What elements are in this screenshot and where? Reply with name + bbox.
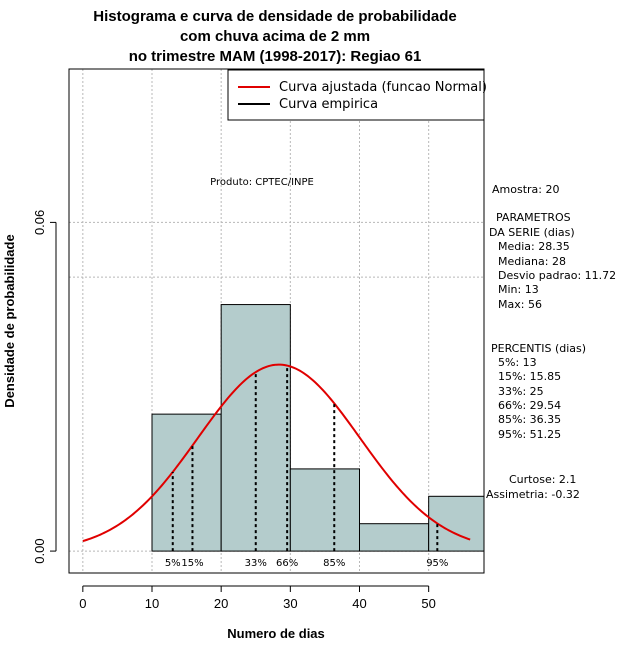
normal-curve-layer (82, 363, 471, 543)
percentile-lines: 5% 15% 33% 66% 85% 95% (165, 365, 448, 569)
x-tick-label: 20 (214, 596, 228, 611)
stat-max: Max: 56 (498, 298, 542, 311)
x-tick-label: 10 (145, 596, 159, 611)
stat-desvio: Desvio padrao: 11.72 (498, 269, 616, 282)
normal-curve (82, 363, 471, 543)
histogram-bar (220, 304, 291, 552)
stat-curtose: Curtose: 2.1 (509, 473, 576, 486)
y-axis: 0.00 0.06 (32, 210, 57, 564)
histogram-bar (289, 468, 361, 552)
legend-label-empirical: Curva empirica (279, 97, 378, 112)
stat-perc-header: PERCENTIS (dias) (491, 342, 586, 355)
y-axis-label: Densidade de probabilidade (2, 234, 17, 407)
plot-frame (68, 68, 485, 574)
stats-panel: Amostra: 20 PARAMETROS DA SERIE (dias) M… (486, 183, 616, 501)
stat-p66: 66%: 29.54 (498, 399, 561, 412)
percentile-label: 15% (181, 558, 203, 569)
percentile-label: 5% (165, 558, 181, 569)
percentile-label: 85% (323, 558, 345, 569)
percentile-label: 95% (426, 558, 448, 569)
percentile-label: 33% (245, 558, 267, 569)
chart-title-line-2: com chuva acima de 2 mm (180, 28, 370, 45)
x-tick-label: 30 (283, 596, 297, 611)
x-tick-label: 40 (352, 596, 366, 611)
legend-label-normal: Curva ajustada (funcao Normal) (279, 80, 487, 95)
legend-box (227, 69, 485, 121)
x-axis-label: Numero de dias (227, 626, 325, 641)
stat-assimetria: Assimetria: -0.32 (486, 488, 580, 501)
legend: Curva ajustada (funcao Normal) Curva emp… (227, 69, 487, 121)
stat-p5: 5%: 13 (498, 356, 537, 369)
stat-amostra: Amostra: 20 (492, 183, 559, 196)
stat-p15: 15%: 15.85 (498, 370, 561, 383)
stat-param-header-2: DA SERIE (dias) (489, 226, 575, 239)
percentile-label: 66% (276, 558, 298, 569)
y-tick-label: 0.00 (32, 538, 47, 563)
y-tick-label: 0.06 (32, 210, 47, 235)
x-axis: 0 10 20 30 40 50 (79, 585, 436, 611)
stat-media: Media: 28.35 (498, 240, 570, 253)
histogram-bar (151, 413, 222, 552)
stat-mediana: Mediana: 28 (498, 255, 566, 268)
chart-title-line-3: no trimestre MAM (1998-2017): Regiao 61 (129, 48, 422, 65)
chart-title-line-1: Histograma e curva de densidade de proba… (93, 8, 456, 25)
x-tick-label: 50 (421, 596, 435, 611)
x-tick-label: 0 (79, 596, 86, 611)
stat-p95: 95%: 51.25 (498, 428, 561, 441)
histogram-bars (151, 304, 485, 552)
stat-p33: 33%: 25 (498, 385, 544, 398)
stat-param-header-1: PARAMETROS (496, 211, 571, 224)
stat-p85: 85%: 36.35 (498, 413, 561, 426)
stat-min: Min: 13 (498, 283, 539, 296)
histogram-bar (359, 523, 430, 552)
product-annotation: Produto: CPTEC/INPE (210, 177, 314, 188)
